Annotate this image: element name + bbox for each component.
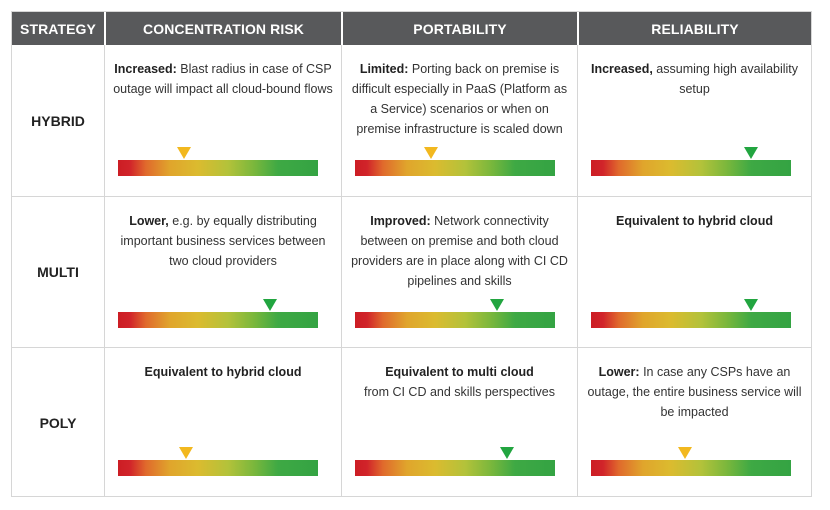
- cell-description: Increased, assuming high availability se…: [584, 59, 805, 99]
- cell-poly-reliability: Lower: In case any CSPs have an outage, …: [578, 348, 811, 497]
- risk-scale-bar: [591, 460, 791, 476]
- cell-description: Increased: Blast radius in case of CSP o…: [111, 59, 335, 99]
- strategy-label-hybrid: HYBRID: [31, 112, 85, 129]
- cell-description-text: Network connectivity between on premise …: [351, 214, 568, 288]
- cell-description-text: e.g. by equally distributing important b…: [120, 214, 326, 268]
- scale-marker-icon: [744, 147, 758, 159]
- cell-hybrid-reliability: Increased, assuming high availability se…: [578, 45, 811, 196]
- risk-scale-bar: [591, 312, 791, 328]
- scale-marker-icon: [263, 299, 277, 311]
- cell-poly-portability: Equivalent to multi cloud from CI CD and …: [342, 348, 577, 497]
- cell-description: Equivalent to multi cloud from CI CD and …: [348, 362, 571, 402]
- risk-scale-bar: [355, 460, 555, 476]
- strategy-comparison-table: STRATEGY CONCENTRATION RISK PORTABILITY …: [11, 11, 812, 497]
- cell-description: Lower: In case any CSPs have an outage, …: [584, 362, 805, 422]
- row-divider: [12, 196, 811, 197]
- scale-marker-icon: [678, 447, 692, 459]
- cell-description-text: from CI CD and skills perspectives: [363, 385, 556, 399]
- risk-scale-bar: [355, 312, 555, 328]
- scale-marker-icon: [424, 147, 438, 159]
- cell-description: Improved: Network connectivity between o…: [348, 211, 571, 291]
- cell-description-text: In case any CSPs have an outage, the ent…: [587, 365, 802, 419]
- row-divider: [12, 347, 811, 348]
- scale-marker-icon: [744, 299, 758, 311]
- column-divider: [577, 45, 578, 496]
- scale-marker-icon: [179, 447, 193, 459]
- scale-marker-icon: [490, 299, 504, 311]
- cell-description-emphasis: Lower,: [129, 214, 169, 228]
- cell-multi-reliability: Equivalent to hybrid cloud: [578, 197, 811, 347]
- cell-poly-concentration-risk: Equivalent to hybrid cloud: [105, 348, 341, 497]
- strategy-label-multi: MULTI: [37, 264, 79, 280]
- cell-description-text: assuming high availability setup: [652, 62, 799, 96]
- cell-hybrid-concentration-risk: Increased: Blast radius in case of CSP o…: [105, 45, 341, 196]
- header-strategy: STRATEGY: [12, 12, 104, 45]
- cell-description: Equivalent to hybrid cloud: [111, 362, 335, 382]
- cell-description: Lower, e.g. by equally distributing impo…: [111, 211, 335, 271]
- header-reliability: RELIABILITY: [577, 12, 811, 45]
- scale-marker-icon: [500, 447, 514, 459]
- risk-scale-bar: [118, 160, 318, 176]
- header-portability: PORTABILITY: [341, 12, 577, 45]
- cell-description-emphasis: Lower:: [598, 365, 640, 379]
- cell-description-emphasis: Limited:: [359, 62, 409, 76]
- cell-description-emphasis: Improved:: [370, 214, 431, 228]
- risk-scale-bar: [118, 460, 318, 476]
- risk-scale-bar: [355, 160, 555, 176]
- cell-description-text: Blast radius in case of CSP outage will …: [113, 62, 333, 96]
- strategy-label-poly: POLY: [39, 414, 77, 431]
- cell-description: Equivalent to hybrid cloud: [584, 211, 805, 231]
- cell-description-emphasis: Equivalent to multi cloud: [385, 365, 534, 379]
- cell-multi-portability: Improved: Network connectivity between o…: [342, 197, 577, 347]
- risk-scale-bar: [118, 312, 318, 328]
- risk-scale-bar: [591, 160, 791, 176]
- scale-marker-icon: [177, 147, 191, 159]
- cell-description-emphasis: Increased:: [114, 62, 177, 76]
- header-concentration-risk: CONCENTRATION RISK: [104, 12, 341, 45]
- cell-multi-concentration-risk: Lower, e.g. by equally distributing impo…: [105, 197, 341, 347]
- cell-description-emphasis: Equivalent to hybrid cloud: [144, 365, 302, 379]
- cell-description-text: Porting back on premise is difficult esp…: [351, 62, 568, 136]
- column-divider: [341, 45, 342, 496]
- cell-description: Limited: Porting back on premise is diff…: [348, 59, 571, 139]
- column-divider: [104, 45, 105, 496]
- cell-description-emphasis: Increased,: [590, 62, 653, 76]
- cell-hybrid-portability: Limited: Porting back on premise is diff…: [342, 45, 577, 196]
- cell-description-emphasis: Equivalent to hybrid cloud: [616, 214, 773, 228]
